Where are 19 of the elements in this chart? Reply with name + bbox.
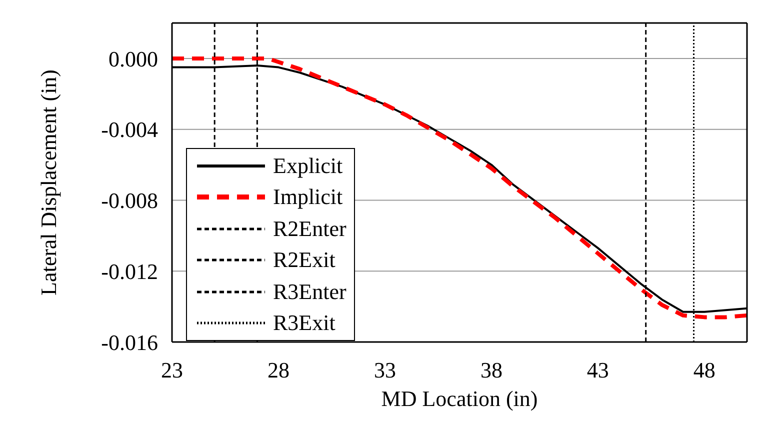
legend-label: R3Exit <box>273 309 336 338</box>
y-tick-label: -0.016 <box>101 330 158 355</box>
x-tick-label: 43 <box>586 358 609 383</box>
legend-label: R3Enter <box>273 278 346 306</box>
x-tick-label: 28 <box>267 358 290 383</box>
y-tick-label: -0.004 <box>101 117 158 142</box>
x-tick-label: 23 <box>161 358 183 383</box>
y-tick-label: -0.008 <box>101 188 158 214</box>
x-tick-label: 38 <box>480 358 502 383</box>
legend-label: Explicit <box>273 152 343 180</box>
y-tick-label: 0.000 <box>108 46 158 72</box>
x-axis-title: MD Location (in) <box>381 386 538 411</box>
y-tick-label: -0.012 <box>101 258 158 284</box>
legend-label: R2Exit <box>273 246 336 274</box>
x-tick-label: 48 <box>693 358 716 383</box>
y-axis-title: Lateral Displacement (in) <box>36 69 61 296</box>
x-tick-label: 33 <box>374 358 396 383</box>
legend-label: R2Enter <box>273 214 346 243</box>
legend-label: Implicit <box>273 183 343 212</box>
